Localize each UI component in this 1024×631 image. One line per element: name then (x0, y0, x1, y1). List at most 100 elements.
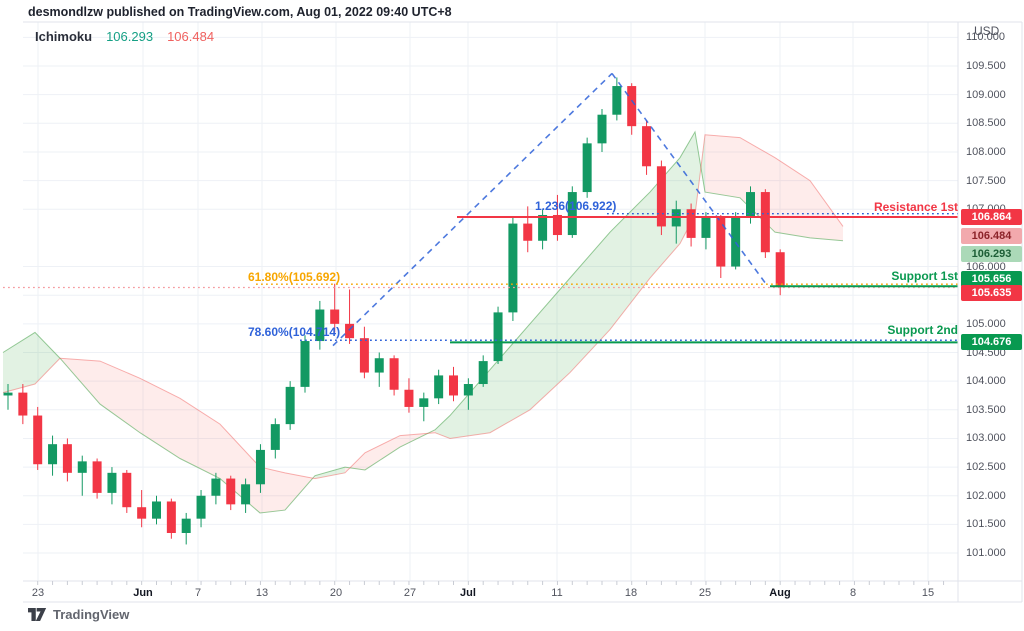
candle-body (746, 192, 755, 218)
fib-1236-label: 1.236(106.922) (535, 199, 617, 213)
ichimoku-cloud-segment (530, 278, 570, 410)
ichimoku-cloud-segment (490, 323, 530, 433)
candle-body (686, 209, 696, 238)
candle-body (92, 461, 102, 493)
ichimoku-cloud-segment (180, 398, 220, 479)
candle-body (449, 375, 458, 396)
time-tick-label[interactable]: 18 (624, 587, 638, 599)
candle-body (226, 478, 236, 505)
candle-body (122, 472, 132, 508)
candle-body (775, 252, 785, 288)
time-tick-label[interactable]: 15 (921, 587, 935, 599)
price-tick-label[interactable]: 108.000 (966, 145, 1006, 158)
candle-body (478, 361, 488, 385)
price-axis-currency: USD (974, 24, 1000, 38)
time-tick-label[interactable]: 13 (255, 587, 269, 599)
candle-body (567, 192, 577, 236)
price-tick-label[interactable]: 110.000 (966, 31, 1005, 44)
ichimoku-cloud-segment (315, 467, 345, 479)
time-tick-label[interactable]: 23 (31, 587, 45, 599)
ichimoku-cloud-segment (140, 378, 180, 459)
price-tick-label[interactable]: 102.000 (966, 489, 1006, 502)
candle-body (33, 415, 43, 465)
ichimoku-cloud-segment (260, 467, 285, 513)
candle-body (330, 309, 340, 324)
time-tick-label[interactable]: 27 (403, 587, 417, 599)
candle-body (345, 323, 355, 339)
time-tick-label[interactable]: 25 (698, 587, 712, 599)
candle-body (642, 126, 652, 167)
time-tick-label[interactable]: Aug (769, 587, 791, 599)
candle-body (612, 86, 622, 115)
price-tick-label[interactable]: 109.000 (966, 88, 1006, 101)
price-badge-support-1st-price: 105.656 (961, 271, 1022, 288)
time-tick-label[interactable]: 8 (849, 587, 857, 599)
candle-body (419, 398, 429, 407)
resistance-1st-label: Resistance 1st (873, 200, 958, 214)
tradingview-logo-icon (28, 608, 47, 621)
price-tick-label[interactable]: 101.500 (966, 518, 1006, 531)
ichimoku-cloud-segment (695, 131, 705, 215)
price-tick-label[interactable]: 108.500 (966, 117, 1006, 130)
candle-body (270, 424, 280, 450)
ichimoku-cloud-segment (100, 361, 140, 433)
candle-body (434, 375, 444, 399)
fib-618-label: 61.80%(105.692) (248, 270, 341, 284)
candle-body (285, 386, 295, 425)
time-tick-label[interactable]: 7 (194, 587, 202, 599)
candle-body (359, 338, 369, 373)
price-tick-label[interactable]: 109.500 (966, 60, 1006, 72)
ichimoku-cloud-segment (435, 415, 450, 439)
candle-body (523, 223, 533, 241)
support-2nd-label: Support 2nd (887, 323, 958, 337)
candle-body (760, 192, 770, 253)
candle-body (493, 312, 503, 362)
tradingview-brand-text: TradingView (53, 607, 130, 622)
time-tick-label[interactable]: Jun (133, 587, 153, 599)
candle-body (62, 444, 72, 473)
uptrend-dashed[interactable] (332, 72, 613, 347)
candle-body (404, 389, 414, 407)
price-tick-label[interactable]: 105.000 (966, 317, 1006, 330)
tradingview-brand[interactable]: TradingView (28, 606, 129, 623)
price-tick-label[interactable]: 101.000 (966, 547, 1006, 560)
indicator-value-b: 106.484 (167, 29, 215, 44)
time-tick-label[interactable]: 20 (329, 587, 343, 599)
candle-body (107, 472, 117, 493)
time-tick-label[interactable]: 11 (551, 587, 563, 599)
candle-body (166, 501, 176, 533)
ichimoku-cloud-segment (450, 369, 490, 439)
time-tick-label[interactable]: Jul (460, 587, 476, 599)
price-tick-label[interactable]: 103.500 (966, 403, 1006, 416)
price-tick-label[interactable]: 104.000 (966, 375, 1006, 388)
candle-body (627, 86, 637, 127)
candle-body (181, 518, 191, 533)
price-tick-label[interactable]: 106.000 (966, 260, 1006, 273)
price-badge-resistance-1st-price: 106.864 (961, 209, 1022, 226)
candle-body (538, 214, 548, 241)
price-tick-label[interactable]: 102.500 (966, 461, 1006, 474)
candle-body (137, 507, 147, 519)
indicator-value-a: 106.293 (106, 29, 154, 44)
price-badge-ichimoku-senkou-a-value: 106.293 (961, 245, 1022, 262)
ichimoku-cloud-segment (705, 134, 740, 198)
candle-body (152, 501, 161, 519)
candle-body (48, 444, 58, 465)
candle-body (77, 461, 87, 473)
senkou-a-line (2, 130, 844, 514)
price-tick-label[interactable]: 107.500 (966, 174, 1006, 187)
candle-body (255, 449, 265, 485)
price-tick-label[interactable]: 103.000 (966, 432, 1006, 445)
candle-body (211, 478, 221, 496)
candle-body (241, 484, 251, 505)
indicator-legend[interactable]: Ichimoku 106.293 106.484 (35, 29, 214, 44)
candle-body (508, 223, 518, 313)
price-badge-ichimoku-senkou-b-value: 106.484 (961, 227, 1022, 244)
support-1st-label: Support 1st (891, 269, 958, 283)
ichimoku-cloud-segment (610, 192, 650, 330)
publish-header: desmondlzw published on TradingView.com,… (28, 5, 452, 19)
candle-body (701, 217, 711, 238)
candle-body (374, 358, 384, 373)
